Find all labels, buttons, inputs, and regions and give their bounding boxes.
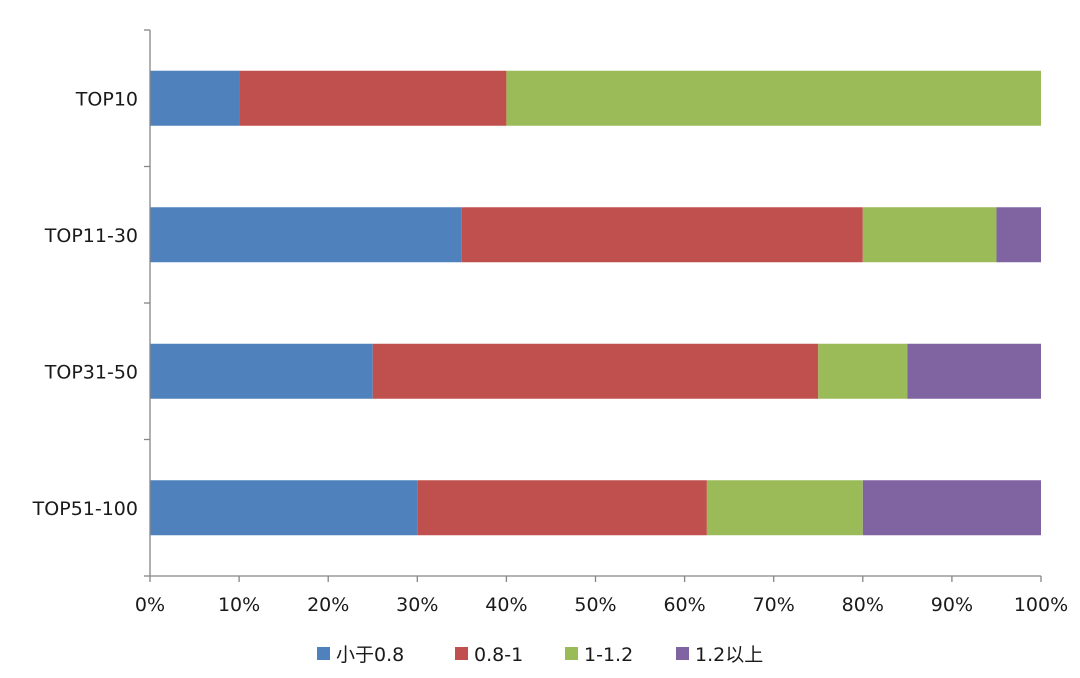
- x-tick-label: 10%: [218, 594, 260, 616]
- bar-segment-top11-30-series-3: [996, 207, 1041, 263]
- legend-swatch: [565, 647, 578, 660]
- bar-segment-top31-50-series-3: [907, 343, 1041, 399]
- legend-label: 1-1.2: [584, 644, 633, 666]
- bar-segment-top10-series-2: [506, 70, 1041, 126]
- bar-segment-top51-100-series-1: [417, 480, 707, 536]
- x-tick-label: 70%: [753, 594, 795, 616]
- x-tick-label: 40%: [485, 594, 527, 616]
- x-tick-label: 50%: [574, 594, 616, 616]
- bar-segment-top31-50-series-1: [372, 343, 819, 399]
- x-tick-label: 20%: [307, 594, 349, 616]
- bar-segment-top11-30-series-1: [461, 207, 863, 263]
- x-tick-label: 0%: [135, 594, 165, 616]
- bar-segment-top10-series-0: [150, 70, 240, 126]
- category-label: TOP10: [75, 88, 138, 110]
- category-label: TOP11-30: [44, 225, 138, 247]
- legend-swatch: [455, 647, 468, 660]
- category-label: TOP51-100: [32, 498, 138, 520]
- bar-segment-top51-100-series-2: [706, 480, 863, 536]
- bar-segment-top31-50-series-2: [818, 343, 908, 399]
- legend-swatch: [317, 647, 330, 660]
- legend-label: 小于0.8: [336, 644, 404, 666]
- category-label: TOP31-50: [44, 361, 138, 383]
- x-tick-label: 90%: [931, 594, 973, 616]
- legend-label: 0.8-1: [474, 644, 523, 666]
- x-tick-label: 60%: [663, 594, 705, 616]
- legend-swatch: [676, 647, 689, 660]
- bar-segment-top31-50-series-0: [150, 343, 373, 399]
- bar-segment-top10-series-1: [239, 70, 507, 126]
- bar-segment-top51-100-series-3: [862, 480, 1041, 536]
- bar-segment-top11-30-series-0: [150, 207, 462, 263]
- bar-segment-top51-100-series-0: [150, 480, 418, 536]
- x-tick-label: 100%: [1014, 594, 1068, 616]
- x-tick-label: 80%: [842, 594, 884, 616]
- bar-segment-top11-30-series-2: [862, 207, 997, 263]
- x-tick-label: 30%: [396, 594, 438, 616]
- legend-label: 1.2以上: [695, 644, 763, 666]
